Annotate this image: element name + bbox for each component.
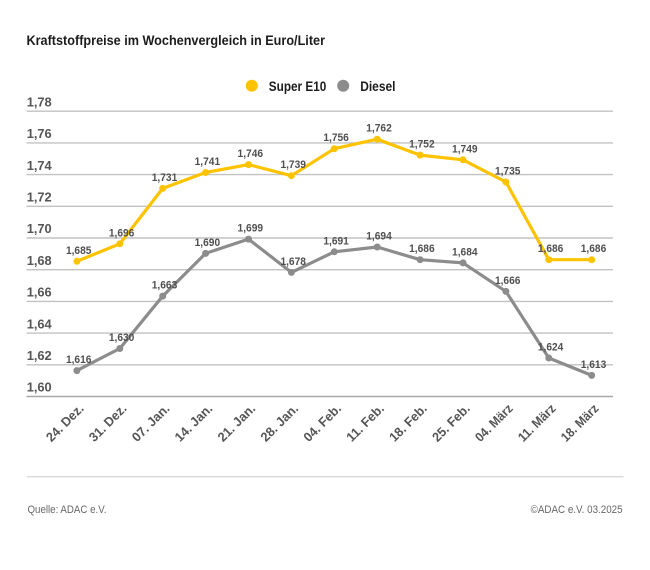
svg-text:1,739: 1,739	[280, 159, 306, 171]
svg-text:1,666: 1,666	[495, 275, 521, 287]
svg-text:Quelle: ADAC e.V.: Quelle: ADAC e.V.	[28, 504, 107, 516]
svg-text:1,678: 1,678	[280, 256, 306, 268]
svg-text:1,64: 1,64	[27, 316, 53, 331]
svg-text:1,691: 1,691	[323, 235, 349, 247]
svg-text:1,624: 1,624	[538, 342, 564, 354]
svg-text:1,762: 1,762	[366, 123, 392, 135]
svg-text:1,699: 1,699	[238, 223, 264, 235]
svg-text:1,684: 1,684	[452, 246, 478, 258]
svg-text:Kraftstoffpreise im Wochenverg: Kraftstoffpreise im Wochenvergleich in E…	[27, 32, 326, 48]
svg-text:1,613: 1,613	[581, 359, 607, 371]
svg-text:1,749: 1,749	[452, 143, 478, 155]
svg-text:1,756: 1,756	[323, 132, 349, 144]
svg-text:1,694: 1,694	[366, 231, 392, 243]
svg-text:1,663: 1,663	[152, 280, 178, 292]
svg-text:1,746: 1,746	[238, 148, 264, 160]
svg-text:©ADAC e.V. 03.2025: ©ADAC e.V. 03.2025	[531, 504, 623, 516]
svg-text:1,66: 1,66	[27, 285, 52, 300]
svg-text:1,731: 1,731	[152, 172, 178, 184]
svg-text:Diesel: Diesel	[360, 78, 395, 94]
svg-text:1,72: 1,72	[27, 190, 52, 205]
svg-text:1,696: 1,696	[109, 227, 135, 239]
svg-text:1,690: 1,690	[195, 237, 221, 249]
svg-text:1,616: 1,616	[66, 354, 92, 366]
svg-text:1,68: 1,68	[27, 253, 52, 268]
svg-text:1,630: 1,630	[109, 332, 135, 344]
svg-text:1,76: 1,76	[27, 126, 52, 141]
svg-text:1,685: 1,685	[66, 245, 92, 257]
svg-text:1,741: 1,741	[195, 156, 221, 168]
svg-text:1,686: 1,686	[581, 243, 607, 255]
svg-text:Super E10: Super E10	[269, 78, 327, 94]
svg-text:1,735: 1,735	[495, 166, 521, 178]
svg-text:1,686: 1,686	[538, 243, 564, 255]
svg-text:1,74: 1,74	[27, 158, 53, 173]
svg-text:1,752: 1,752	[409, 139, 435, 151]
svg-text:1,60: 1,60	[27, 380, 52, 395]
svg-text:1,70: 1,70	[27, 221, 52, 236]
svg-text:1,62: 1,62	[27, 348, 52, 363]
svg-text:1,78: 1,78	[27, 94, 52, 109]
svg-text:1,686: 1,686	[409, 243, 435, 255]
